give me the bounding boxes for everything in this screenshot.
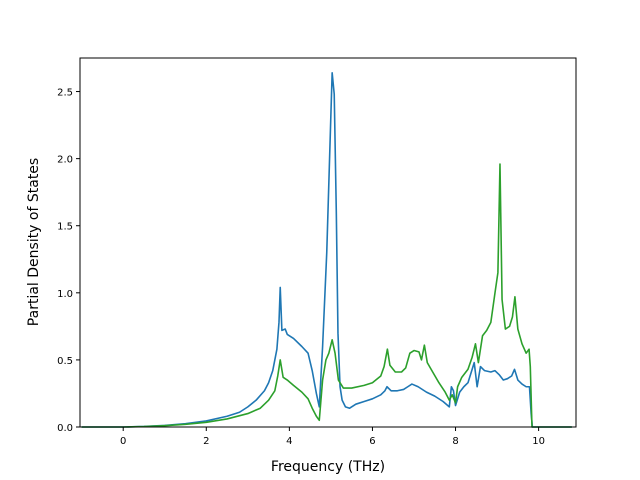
y-tick-label: 1.5	[57, 222, 73, 233]
y-tick-label: 1.0	[57, 289, 73, 300]
series-layer	[81, 71, 572, 428]
y-axis-title: Partial Density of States	[26, 158, 42, 326]
y-tick-label: 0.0	[57, 423, 73, 434]
plot-frame	[79, 57, 577, 428]
series-line-1	[81, 71, 572, 428]
x-tick-label: 2	[203, 436, 209, 447]
x-tick-label: 10	[532, 436, 545, 447]
x-tick-label: 0	[120, 436, 126, 447]
x-tick-label: 8	[452, 436, 458, 447]
series-line-2	[81, 163, 572, 428]
y-axis-ticks: 0.0 0.5 1.0 1.5 2.0 2.5	[57, 88, 80, 434]
y-tick-label: 2.5	[57, 88, 73, 99]
x-tick-label: 4	[286, 436, 292, 447]
x-axis-title: Frequency (THz)	[271, 459, 385, 475]
y-tick-label: 2.0	[57, 155, 73, 166]
x-axis-ticks: 0 2 4 6 8 10	[120, 427, 545, 447]
x-tick-label: 6	[369, 436, 375, 447]
y-tick-label: 0.5	[57, 356, 73, 367]
